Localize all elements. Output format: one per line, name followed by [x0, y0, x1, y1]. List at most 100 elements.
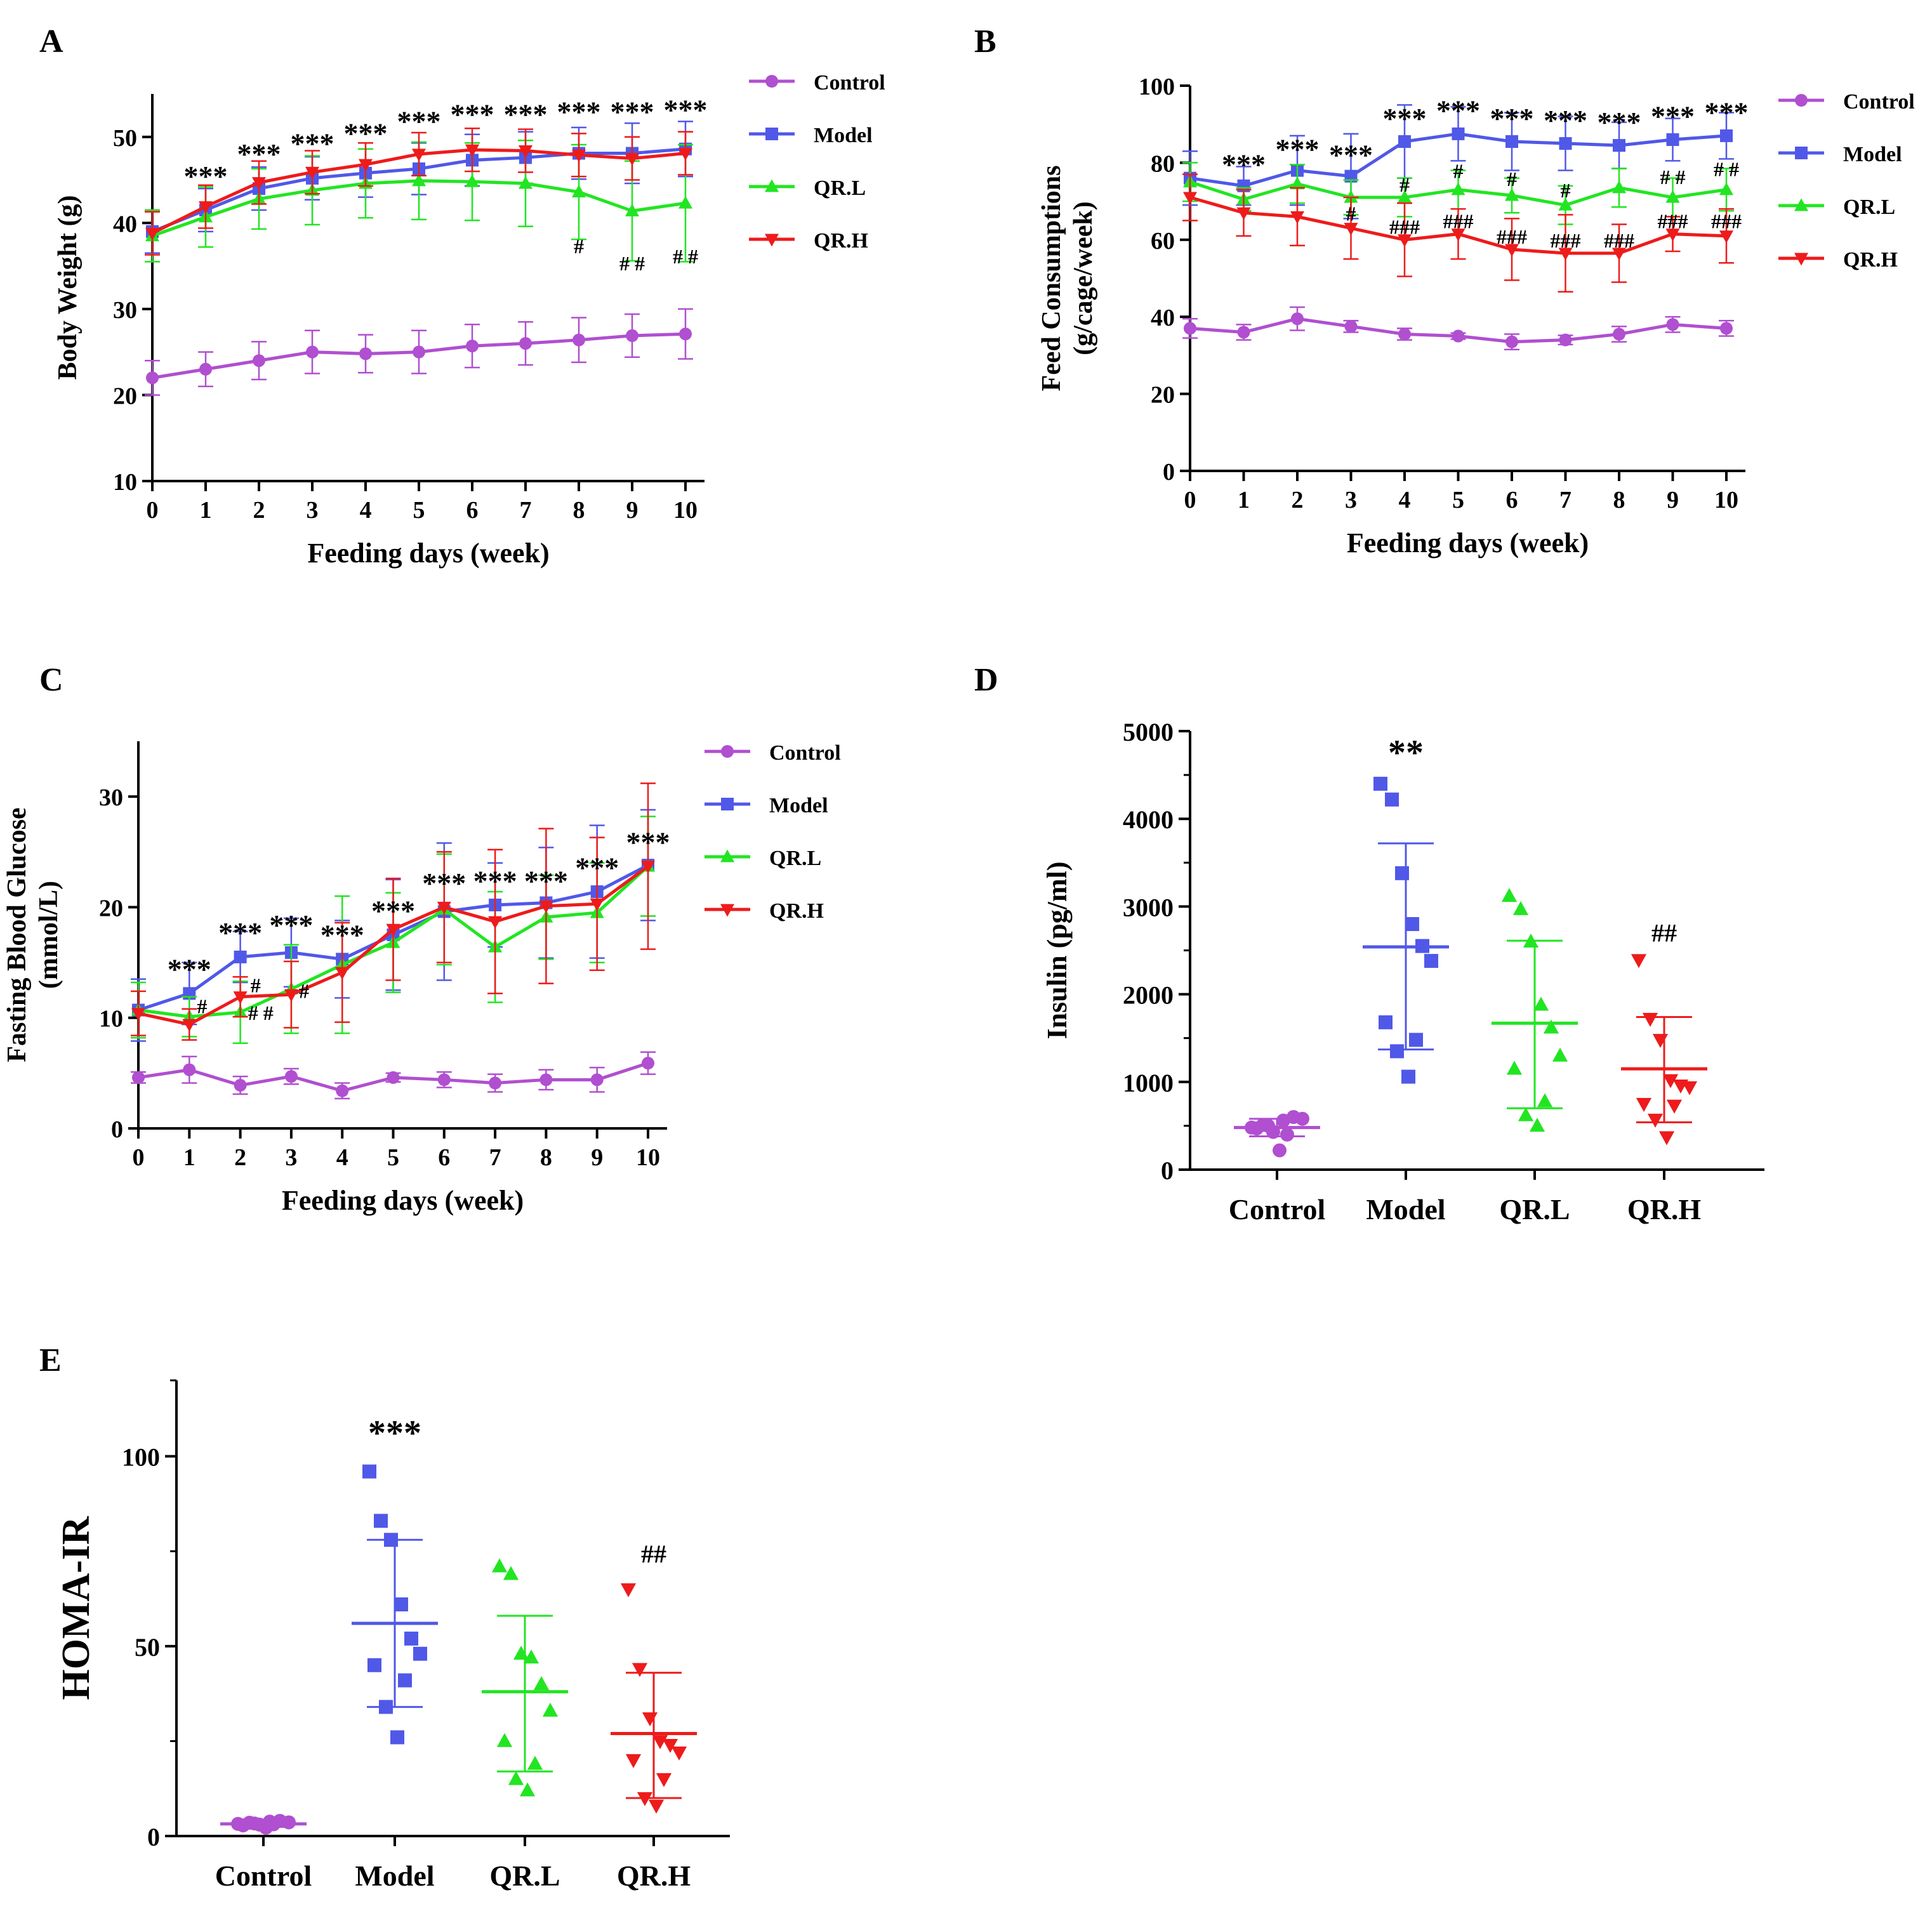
group-Control: [1234, 1110, 1320, 1158]
panel-label-E: E: [39, 1342, 62, 1378]
data-point: [1558, 248, 1573, 261]
y-tick-label: 0: [1163, 459, 1175, 486]
data-point: [519, 1782, 536, 1797]
panel-label-B: B: [974, 23, 996, 60]
data-point: [1452, 127, 1465, 140]
category-label: QR.L: [489, 1860, 560, 1892]
data-point: [625, 153, 639, 166]
y-tick-label: 40: [113, 211, 137, 237]
group-QR.L: [482, 1558, 568, 1797]
significance-label: ###: [1658, 210, 1688, 233]
x-tick-label: 10: [1714, 487, 1738, 513]
data-point: [656, 1773, 672, 1787]
data-point: [1518, 1107, 1534, 1121]
chart-panel-C: C 0 10 20 30 0 1 2 3 4 5 6 7 8 9 10 Feeding days (week) F…: [3, 662, 841, 1216]
data-point: [1505, 244, 1519, 257]
x-tick-label: 6: [1506, 487, 1518, 513]
y-tick-label: 10: [99, 1006, 123, 1033]
data-point: [1506, 1060, 1523, 1075]
significance-label: ***: [1598, 106, 1641, 138]
data-point: [1720, 129, 1733, 142]
legend-label: Model: [769, 794, 828, 817]
legend-marker: [1795, 94, 1808, 107]
data-point: [489, 1076, 502, 1090]
y-tick-label: 2000: [1123, 981, 1174, 1010]
data-point: [1533, 996, 1549, 1011]
data-point: [678, 195, 692, 209]
data-point: [386, 923, 400, 937]
significance-label: ***: [1705, 96, 1749, 129]
chart-panel-B: B 0 20 40 60 80 100 0 1 2 3 4 5 6 7 8 9 10 Feeding days (w…: [974, 23, 1915, 558]
legend-label: QR.H: [1843, 248, 1898, 272]
data-point: [412, 149, 426, 162]
data-point: [1398, 234, 1412, 248]
significance-label: ##: [641, 1540, 666, 1568]
x-tick-label: 3: [307, 497, 319, 524]
data-point: [1261, 1118, 1275, 1133]
data-point: [488, 916, 503, 929]
data-point: [1665, 190, 1680, 203]
data-point: [131, 1008, 145, 1021]
x-tick-label: 0: [133, 1144, 145, 1171]
significance-label: **: [1388, 734, 1424, 773]
significance-label: #: [1507, 168, 1517, 190]
data-point: [1512, 901, 1529, 915]
chart-panel-D: D 0 1000 2000 3000 4000 5000 Insulin (pg/ml) Con…: [974, 662, 1764, 1226]
data-point: [199, 362, 212, 376]
legend-label: QR.H: [814, 229, 868, 253]
significance-label: ***: [1651, 100, 1695, 133]
significance-label: ###: [1551, 229, 1581, 252]
data-point: [642, 1057, 654, 1070]
category-label: QR.H: [617, 1860, 691, 1892]
data-point: [1558, 197, 1573, 211]
data-point: [394, 1597, 408, 1612]
data-point: [1631, 954, 1647, 968]
data-point: [466, 340, 479, 353]
legend-label: Control: [769, 741, 841, 765]
data-point: [1290, 176, 1304, 190]
data-point: [367, 1658, 381, 1672]
legend-marker: [765, 234, 779, 247]
data-point: [252, 177, 266, 190]
legend-marker: [721, 745, 734, 758]
data-point: [1291, 312, 1304, 326]
data-point: [182, 1019, 197, 1032]
data-point: [1537, 1093, 1553, 1107]
y-axis-label: HOMA-IR: [55, 1516, 98, 1700]
data-point: [1719, 182, 1733, 195]
significance-label: ###: [1443, 210, 1474, 233]
data-point: [1390, 1044, 1404, 1059]
category-label: QR.H: [1627, 1193, 1702, 1226]
data-point: [1647, 1113, 1664, 1128]
series-QR.H: [131, 782, 656, 1041]
data-point: [132, 1071, 145, 1084]
legend-label: QR.L: [814, 176, 866, 200]
group-QR.H: [611, 1583, 697, 1814]
significance-label: ***: [611, 95, 654, 128]
data-point: [626, 329, 638, 342]
significance-label: #: [1399, 173, 1410, 196]
y-tick-label: 100: [122, 1443, 160, 1472]
data-point: [572, 149, 586, 162]
data-point: [359, 347, 372, 360]
significance-label: ***: [473, 864, 517, 897]
data-point: [1236, 207, 1251, 220]
data-point: [590, 898, 604, 911]
significance-label: ###: [1389, 216, 1420, 239]
x-axis-label: Feeding days (week): [282, 1185, 524, 1216]
data-point: [539, 1073, 553, 1087]
x-tick-label: 10: [673, 497, 698, 524]
legend-label: QR.L: [769, 847, 821, 870]
data-point: [519, 176, 533, 189]
legend-marker: [765, 75, 778, 88]
significance-label: ***: [1490, 102, 1534, 135]
significance-label: ###: [1497, 225, 1527, 248]
significance-label: ***: [371, 894, 415, 927]
data-point: [234, 1079, 247, 1092]
x-tick-label: 3: [285, 1144, 297, 1171]
data-point: [642, 1712, 658, 1727]
data-point: [491, 1558, 508, 1573]
x-tick-label: 1: [183, 1144, 195, 1171]
series-Control: [1182, 306, 1734, 351]
